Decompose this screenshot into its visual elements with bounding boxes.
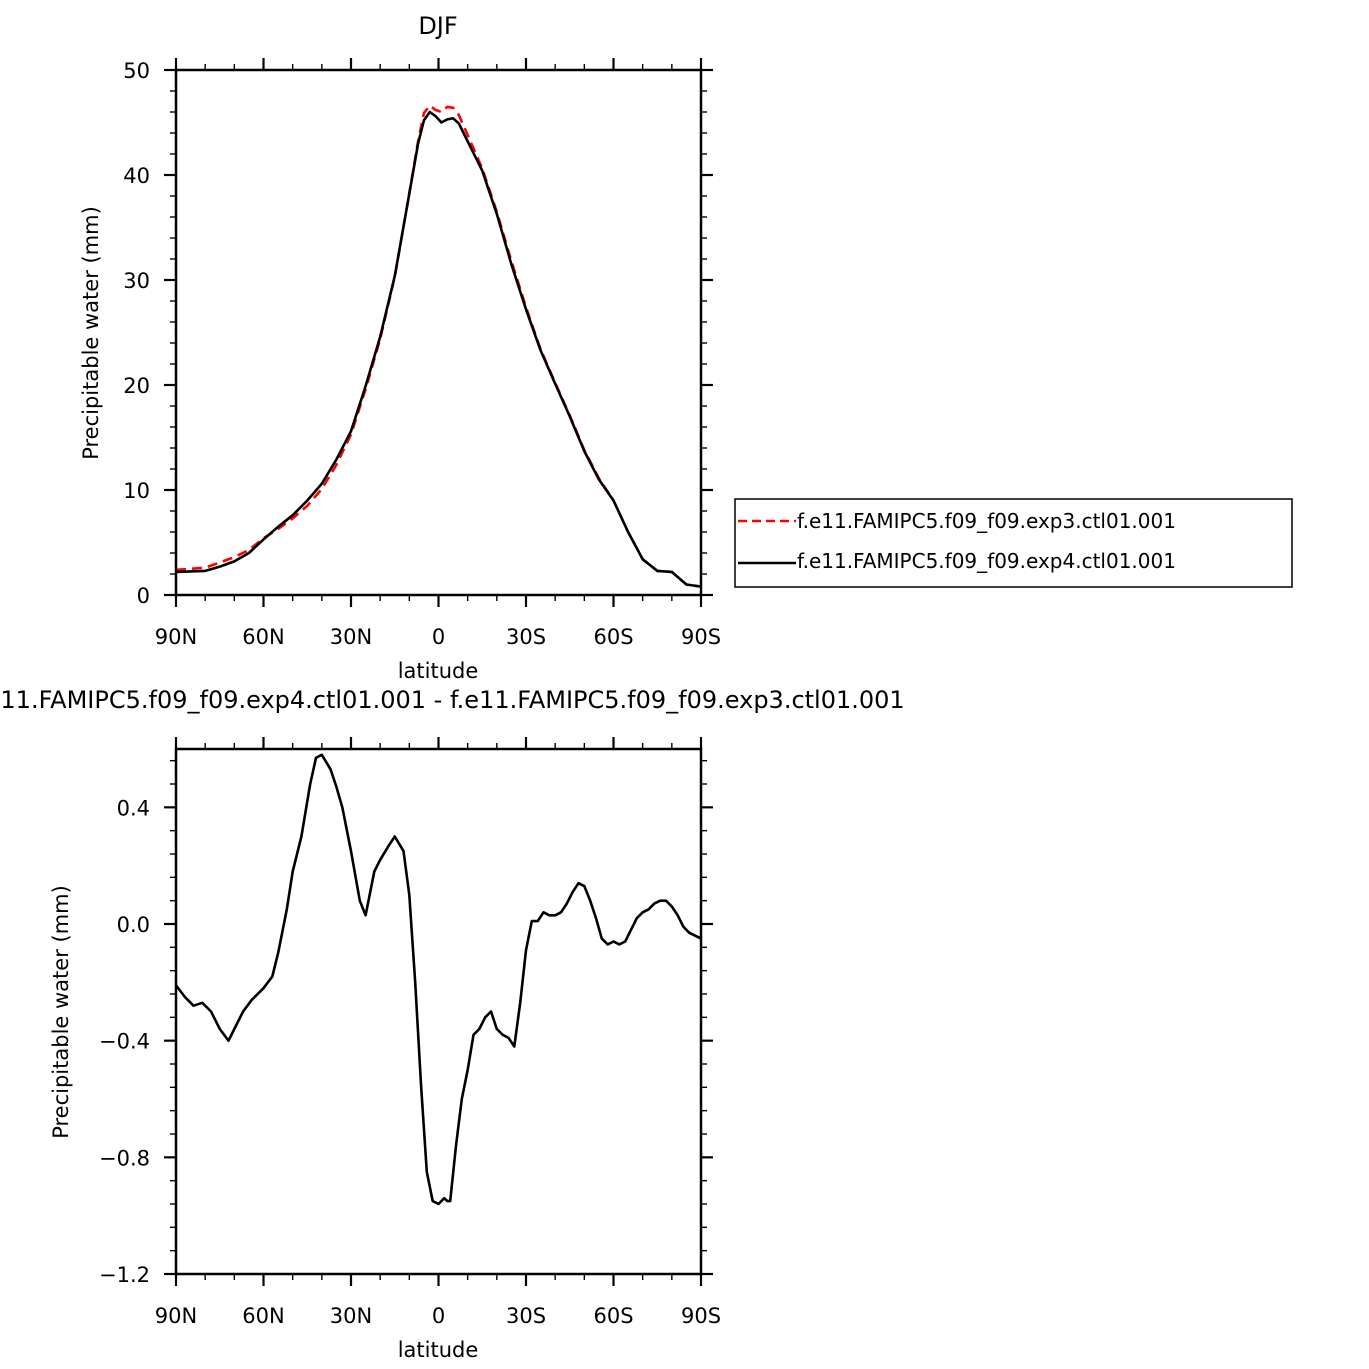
legend-box bbox=[734, 498, 1293, 588]
series-layer bbox=[174, 753, 702, 1206]
y-axis-title: Precipitable water (mm) bbox=[49, 885, 73, 1139]
series-line-0 bbox=[174, 753, 702, 1206]
y-tick-label: −1.2 bbox=[99, 1263, 150, 1287]
plot-frame bbox=[174, 68, 703, 597]
ticks-layer: 90N 60N 30N 0 30S 60S 90S −1.2 −0.8 −0.4 0.0 0.4 bbox=[99, 737, 721, 1328]
y-tick-label: 50 bbox=[123, 59, 150, 83]
series-layer bbox=[175, 104, 702, 588]
series-line-0 bbox=[175, 104, 702, 588]
y-tick-label: 0.4 bbox=[117, 796, 150, 820]
legend-label-exp4: f.e11.FAMIPC5.f09_f09.exp4.ctl01.001 bbox=[797, 549, 1176, 573]
x-tick-label: 90S bbox=[681, 625, 721, 649]
x-tick-label: 90N bbox=[155, 625, 197, 649]
x-tick-label: 60N bbox=[242, 1304, 284, 1328]
x-tick-label: 30S bbox=[506, 1304, 546, 1328]
x-tick-label: 60S bbox=[593, 1304, 633, 1328]
x-tick-label: 30N bbox=[330, 625, 372, 649]
chart-title: DJF bbox=[418, 12, 457, 40]
y-tick-label: 0.0 bbox=[117, 913, 150, 937]
y-tick-label: 20 bbox=[123, 374, 150, 398]
x-tick-label: 60N bbox=[242, 625, 284, 649]
ticks-layer: 90N 60N 30N 0 30S 60S 90S 0 10 20 30 40 50 bbox=[123, 58, 721, 649]
legend-label-exp3: f.e11.FAMIPC5.f09_f09.exp3.ctl01.001 bbox=[797, 509, 1176, 533]
y-tick-label: 30 bbox=[123, 269, 150, 293]
x-axis-title: latitude bbox=[398, 1338, 479, 1362]
y-tick-label: 0 bbox=[137, 584, 150, 608]
x-tick-label: 90N bbox=[155, 1304, 197, 1328]
y-tick-label: −0.8 bbox=[99, 1146, 150, 1170]
x-axis-title: latitude bbox=[398, 659, 479, 683]
chart-title: f.e11.FAMIPC5.f09_f09.exp4.ctl01.001 - f… bbox=[0, 686, 905, 714]
precipitable-water-chart: DJF 90N 60N 30N 0 30S 60S 90S 0 10 20 30 40 50 latit… bbox=[79, 12, 721, 683]
x-tick-label: 0 bbox=[432, 625, 445, 649]
x-tick-label: 90S bbox=[681, 1304, 721, 1328]
x-tick-label: 60S bbox=[593, 625, 633, 649]
y-tick-label: −0.4 bbox=[99, 1030, 150, 1054]
x-tick-label: 30S bbox=[506, 625, 546, 649]
difference-chart: f.e11.FAMIPC5.f09_f09.exp4.ctl01.001 - f… bbox=[0, 686, 905, 1362]
y-tick-label: 40 bbox=[123, 164, 150, 188]
plot-frame bbox=[174, 747, 703, 1276]
y-tick-label: 10 bbox=[123, 479, 150, 503]
series-line-1 bbox=[175, 110, 702, 588]
x-tick-label: 0 bbox=[432, 1304, 445, 1328]
legend: f.e11.FAMIPC5.f09_f09.exp3.ctl01.001 f.e… bbox=[734, 498, 1293, 588]
y-axis-title: Precipitable water (mm) bbox=[79, 206, 103, 460]
x-tick-label: 30N bbox=[330, 1304, 372, 1328]
